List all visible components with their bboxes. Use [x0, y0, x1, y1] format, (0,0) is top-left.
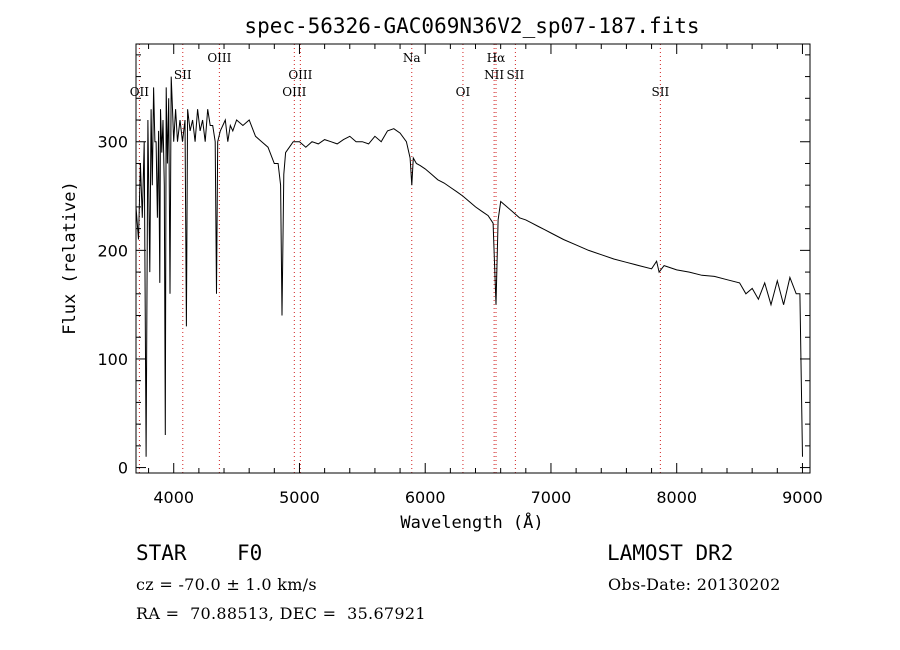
- emission-line-label: SII: [174, 68, 192, 82]
- emission-line-label: Hα: [487, 51, 506, 65]
- object-class: STAR: [136, 541, 187, 565]
- emission-line-label: NII: [484, 68, 504, 82]
- coordinates-text: RA = 70.88513, DEC = 35.67921: [136, 604, 426, 623]
- emission-line-label: SII: [652, 85, 670, 99]
- spectrum-series: [135, 76, 803, 457]
- emission-line-label: OIII: [207, 51, 231, 65]
- plot-frame: [135, 43, 811, 474]
- spectrum-line: [135, 76, 803, 457]
- emission-line-label: OIII: [288, 68, 312, 82]
- y-tick-label: 200: [97, 241, 128, 260]
- x-axis-label: Wavelength (Å): [400, 511, 543, 533]
- survey-name: LAMOST DR2: [607, 541, 734, 565]
- emission-line-label: SII: [507, 68, 525, 82]
- y-tick-label: 100: [97, 350, 128, 369]
- obs-date-text: Obs-Date: 20130202: [608, 575, 781, 594]
- x-tick-label: 6000: [405, 488, 446, 507]
- y-tick-label: 300: [97, 133, 128, 152]
- emission-line-label: OII: [130, 85, 150, 99]
- chart-title: spec-56326-GAC069N36V2_sp07-187.fits: [244, 14, 699, 38]
- emission-line-label: OI: [456, 85, 471, 99]
- axis-ticks: 4000 5000 6000 7000 8000 9000 0 100 200 300: [97, 44, 823, 507]
- emission-line-label: OIII: [282, 85, 306, 99]
- y-tick-label: 0: [118, 459, 128, 478]
- object-subclass: F0: [237, 541, 263, 565]
- x-tick-label: 8000: [656, 488, 697, 507]
- emission-line-label: Na: [403, 51, 421, 65]
- x-tick-label: 9000: [782, 488, 823, 507]
- redshift-text: cz = -70.0 ± 1.0 km/s: [136, 575, 317, 594]
- x-tick-label: 7000: [531, 488, 572, 507]
- y-axis-label: Flux (relative): [60, 181, 80, 335]
- x-tick-label: 5000: [279, 488, 320, 507]
- x-tick-label: 4000: [153, 488, 194, 507]
